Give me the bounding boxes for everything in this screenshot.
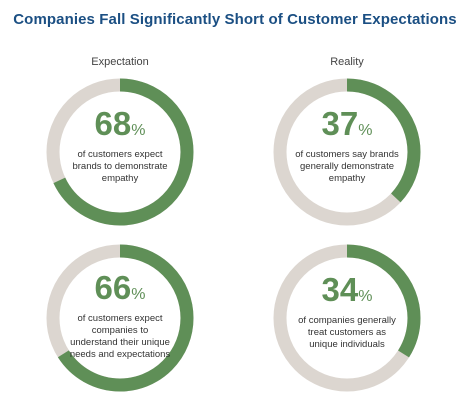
donut-arc-68 (46, 78, 194, 226)
stat-value: 68% (67, 107, 173, 148)
stat-unit: % (131, 122, 146, 139)
stat-description: of customers expect companies to underst… (69, 313, 171, 360)
donut-arc-37 (273, 78, 421, 226)
donut-arc-34 (273, 244, 421, 392)
donut-svg (273, 78, 421, 226)
stat-unit: % (131, 286, 146, 303)
stat-number: 68 (94, 105, 132, 142)
stat-description: of customers say brands generally demons… (295, 149, 399, 184)
donut-svg (46, 244, 194, 392)
stat-unit: % (358, 122, 373, 139)
chart-title: Companies Fall Significantly Short of Cu… (13, 11, 457, 28)
donut-arc-66 (46, 244, 194, 392)
stat-value: 34% (294, 273, 400, 314)
stat-number: 66 (94, 269, 132, 306)
donut-chart-reality-empathy: 37% of customers say brands generally de… (272, 77, 422, 227)
donut-label: 34% of companies generally treat custome… (294, 273, 400, 351)
stat-unit: % (358, 288, 373, 305)
donut-label: 37% of customers say brands generally de… (294, 107, 400, 185)
donut-chart-reality-individuals: 34% of companies generally treat custome… (272, 243, 422, 393)
donut-svg (46, 78, 194, 226)
stat-description: of companies generally treat customers a… (298, 315, 396, 350)
donut-svg (273, 244, 421, 392)
column-label-expectation: Expectation (91, 56, 149, 68)
donut-label: 66% of customers expect companies to und… (67, 271, 173, 361)
stat-description: of customers expect brands to demonstrat… (72, 149, 168, 184)
stat-value: 37% (294, 107, 400, 148)
stat-value: 66% (67, 271, 173, 312)
donut-label: 68% of customers expect brands to demons… (67, 107, 173, 185)
column-label-reality: Reality (330, 56, 364, 68)
donut-chart-expectation-needs: 66% of customers expect companies to und… (45, 243, 195, 393)
donut-chart-expectation-empathy: 68% of customers expect brands to demons… (45, 77, 195, 227)
stat-number: 34 (321, 271, 359, 308)
stat-number: 37 (321, 105, 359, 142)
